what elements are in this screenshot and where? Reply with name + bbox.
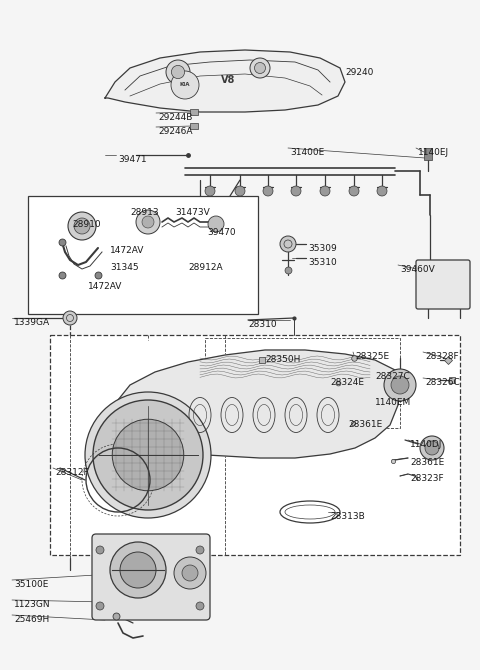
Circle shape bbox=[235, 186, 245, 196]
Text: 1140EJ: 1140EJ bbox=[418, 148, 449, 157]
Circle shape bbox=[196, 546, 204, 554]
Text: 28312F: 28312F bbox=[55, 468, 89, 477]
Circle shape bbox=[93, 400, 203, 510]
Text: 35100E: 35100E bbox=[14, 580, 48, 589]
Circle shape bbox=[85, 392, 211, 518]
Circle shape bbox=[171, 66, 185, 78]
Text: KIA: KIA bbox=[180, 82, 190, 88]
Circle shape bbox=[250, 58, 270, 78]
Circle shape bbox=[142, 216, 154, 228]
Text: 35309: 35309 bbox=[308, 244, 337, 253]
Text: 28323F: 28323F bbox=[410, 474, 444, 483]
Circle shape bbox=[136, 210, 160, 234]
Text: 1140DJ: 1140DJ bbox=[410, 440, 443, 449]
Circle shape bbox=[96, 546, 104, 554]
Text: 28325E: 28325E bbox=[355, 352, 389, 361]
Text: V8: V8 bbox=[221, 75, 235, 85]
Text: 29246A: 29246A bbox=[158, 127, 192, 136]
Circle shape bbox=[166, 60, 190, 84]
Circle shape bbox=[171, 71, 199, 99]
Bar bbox=[190, 109, 198, 115]
Circle shape bbox=[384, 369, 416, 401]
Text: 28361E: 28361E bbox=[410, 458, 444, 467]
Circle shape bbox=[349, 186, 359, 196]
Polygon shape bbox=[110, 350, 400, 458]
Circle shape bbox=[96, 602, 104, 610]
Circle shape bbox=[320, 186, 330, 196]
Text: 28910: 28910 bbox=[72, 220, 101, 229]
Text: 1472AV: 1472AV bbox=[88, 282, 122, 291]
Text: 35310: 35310 bbox=[308, 258, 337, 267]
Text: 29240: 29240 bbox=[345, 68, 373, 77]
Bar bbox=[50, 335, 460, 555]
Text: 28361E: 28361E bbox=[348, 420, 382, 429]
Text: 28327C: 28327C bbox=[375, 372, 410, 381]
Circle shape bbox=[120, 552, 156, 588]
Bar bbox=[205, 338, 400, 428]
Circle shape bbox=[196, 602, 204, 610]
Text: 1472AV: 1472AV bbox=[110, 246, 144, 255]
Text: 39471: 39471 bbox=[118, 155, 146, 164]
Bar bbox=[424, 148, 432, 160]
Text: 25469H: 25469H bbox=[14, 615, 49, 624]
Circle shape bbox=[174, 557, 206, 589]
Circle shape bbox=[291, 186, 301, 196]
Text: 28350H: 28350H bbox=[265, 355, 300, 364]
Text: 28326C: 28326C bbox=[425, 378, 460, 387]
Circle shape bbox=[391, 376, 409, 394]
Circle shape bbox=[68, 212, 96, 240]
FancyBboxPatch shape bbox=[92, 534, 210, 620]
Circle shape bbox=[110, 542, 166, 598]
Circle shape bbox=[205, 186, 215, 196]
Circle shape bbox=[263, 186, 273, 196]
Text: 29244B: 29244B bbox=[158, 113, 192, 122]
Text: 31345: 31345 bbox=[110, 263, 139, 272]
Text: 1123GN: 1123GN bbox=[14, 600, 50, 609]
Text: 1140EM: 1140EM bbox=[375, 398, 411, 407]
Text: 39470: 39470 bbox=[207, 228, 236, 237]
Circle shape bbox=[63, 311, 77, 325]
Circle shape bbox=[208, 216, 224, 232]
Text: 39460V: 39460V bbox=[400, 265, 435, 274]
Text: 28328F: 28328F bbox=[425, 352, 458, 361]
Text: 31473V: 31473V bbox=[175, 208, 210, 217]
Text: 28313B: 28313B bbox=[330, 512, 365, 521]
Bar bbox=[28, 196, 258, 314]
FancyBboxPatch shape bbox=[416, 260, 470, 309]
Bar bbox=[190, 123, 198, 129]
Circle shape bbox=[112, 419, 184, 490]
Text: 1339GA: 1339GA bbox=[14, 318, 50, 327]
Circle shape bbox=[425, 441, 439, 455]
Text: 28310: 28310 bbox=[248, 320, 276, 329]
Text: 31400E: 31400E bbox=[290, 148, 324, 157]
Circle shape bbox=[280, 236, 296, 252]
Text: 28324E: 28324E bbox=[330, 378, 364, 387]
Polygon shape bbox=[105, 50, 345, 112]
Circle shape bbox=[377, 186, 387, 196]
Circle shape bbox=[182, 565, 198, 581]
Text: 28913: 28913 bbox=[130, 208, 158, 217]
Circle shape bbox=[420, 436, 444, 460]
Circle shape bbox=[74, 218, 90, 234]
Text: 28912A: 28912A bbox=[188, 263, 223, 272]
Circle shape bbox=[254, 62, 265, 74]
